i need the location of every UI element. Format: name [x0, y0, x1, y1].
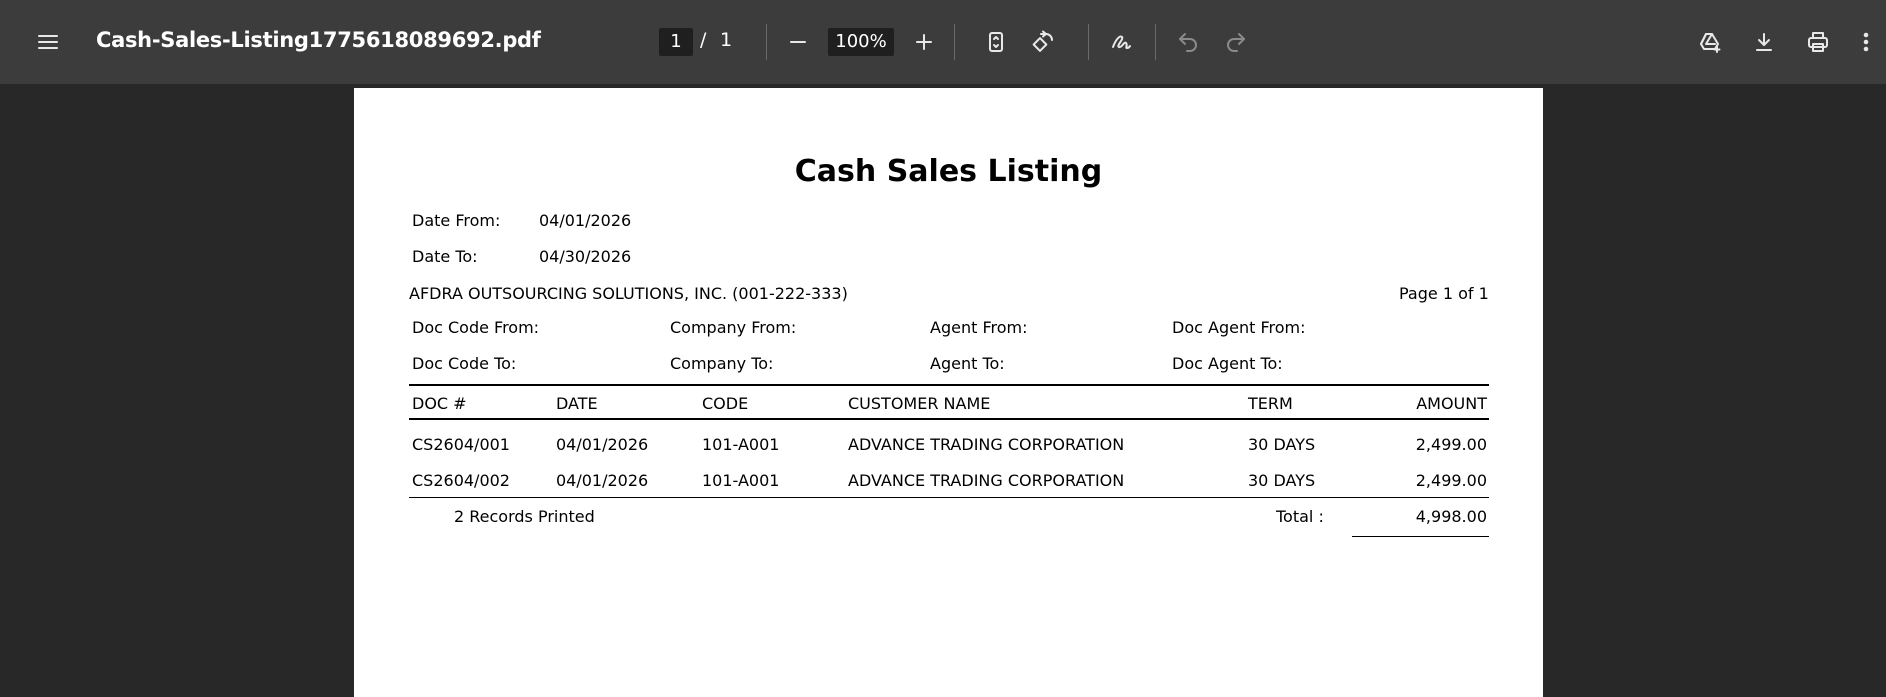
date-from-label: Date From:: [412, 211, 501, 230]
cell-doc: CS2604/002: [412, 471, 510, 490]
company-from-label: Company From:: [670, 318, 797, 337]
records-printed: 2 Records Printed: [454, 507, 595, 526]
fit-page-button[interactable]: [978, 24, 1014, 60]
zoom-in-button[interactable]: [906, 24, 942, 60]
page-info: Page 1 of 1: [1399, 284, 1489, 303]
toolbar-divider: [1155, 24, 1156, 60]
cell-amount: 2,499.00: [1415, 471, 1487, 490]
toolbar-divider: [766, 24, 767, 60]
pdf-toolbar: Cash-Sales-Listing1775618089692.pdf 1 / …: [0, 0, 1886, 84]
total-value: 4,998.00: [1415, 507, 1487, 526]
total-underline: [1352, 536, 1489, 537]
zoom-out-button[interactable]: [780, 24, 816, 60]
doc-code-from-label: Doc Code From:: [412, 318, 540, 337]
date-from-value: 04/01/2026: [539, 211, 632, 230]
cell-customer: ADVANCE TRADING CORPORATION: [848, 435, 1125, 454]
column-header-code: CODE: [702, 394, 749, 413]
zoom-input[interactable]: 100%: [828, 28, 894, 56]
cell-term: 30 DAYS: [1248, 471, 1316, 490]
redo-icon: [1227, 33, 1245, 52]
company-to-label: Company To:: [670, 354, 774, 373]
date-to-value: 04/30/2026: [539, 247, 632, 266]
redo-button[interactable]: [1218, 24, 1254, 60]
file-title: Cash-Sales-Listing1775618089692.pdf: [96, 28, 541, 52]
doc-agent-to-label: Doc Agent To:: [1172, 354, 1283, 373]
download-icon: [1756, 33, 1772, 51]
menu-button[interactable]: [30, 24, 66, 60]
cell-customer: ADVANCE TRADING CORPORATION: [848, 471, 1125, 490]
cell-code: 101-A001: [702, 471, 780, 490]
date-to-label: Date To:: [412, 247, 478, 266]
page-number-input[interactable]: 1: [659, 28, 693, 56]
report-title: Cash Sales Listing: [794, 154, 1103, 189]
total-label: Total :: [1276, 507, 1324, 526]
table-bottom-rule: [409, 497, 1489, 498]
column-header-date: DATE: [556, 394, 598, 413]
cell-date: 04/01/2026: [556, 435, 649, 454]
toolbar-divider: [1088, 24, 1089, 60]
rotate-button[interactable]: [1026, 24, 1062, 60]
agent-to-label: Agent To:: [930, 354, 1005, 373]
fit-page-icon: [989, 32, 1003, 52]
column-header-doc: DOC #: [412, 394, 467, 413]
download-button[interactable]: [1746, 24, 1782, 60]
drive-icon: [1700, 33, 1721, 53]
doc-code-to-label: Doc Code To:: [412, 354, 517, 373]
agent-from-label: Agent From:: [930, 318, 1028, 337]
save-to-drive-button[interactable]: [1692, 24, 1728, 60]
cell-amount: 2,499.00: [1415, 435, 1487, 454]
print-icon: [1808, 32, 1828, 52]
annotate-icon: [1112, 35, 1131, 49]
cell-term: 30 DAYS: [1248, 435, 1316, 454]
more-icon: [1863, 32, 1869, 52]
undo-button[interactable]: [1170, 24, 1206, 60]
cell-doc: CS2604/001: [412, 435, 510, 454]
toolbar-divider: [954, 24, 955, 60]
column-header-amount: AMOUNT: [1416, 394, 1487, 413]
column-header-term: TERM: [1248, 394, 1293, 413]
more-actions-button[interactable]: [1854, 24, 1878, 60]
table-top-rule: [409, 384, 1489, 386]
cell-code: 101-A001: [702, 435, 780, 454]
rotate-icon: [1032, 30, 1053, 52]
undo-icon: [1179, 33, 1197, 52]
pdf-page: Cash Sales Listing Date From: 04/01/2026…: [354, 88, 1543, 697]
annotate-button[interactable]: [1103, 24, 1139, 60]
header-bottom-rule: [409, 418, 1489, 420]
column-header-customer: CUSTOMER NAME: [848, 394, 991, 413]
zoom-out-icon: [790, 41, 806, 43]
company-name: AFDRA OUTSOURCING SOLUTIONS, INC. (001-2…: [409, 284, 848, 303]
doc-agent-from-label: Doc Agent From:: [1172, 318, 1306, 337]
zoom-in-icon: [916, 34, 932, 50]
cell-date: 04/01/2026: [556, 471, 649, 490]
page-total: 1: [720, 29, 733, 51]
menu-icon: [38, 35, 58, 49]
page-separator: /: [700, 29, 707, 51]
print-button[interactable]: [1800, 24, 1836, 60]
